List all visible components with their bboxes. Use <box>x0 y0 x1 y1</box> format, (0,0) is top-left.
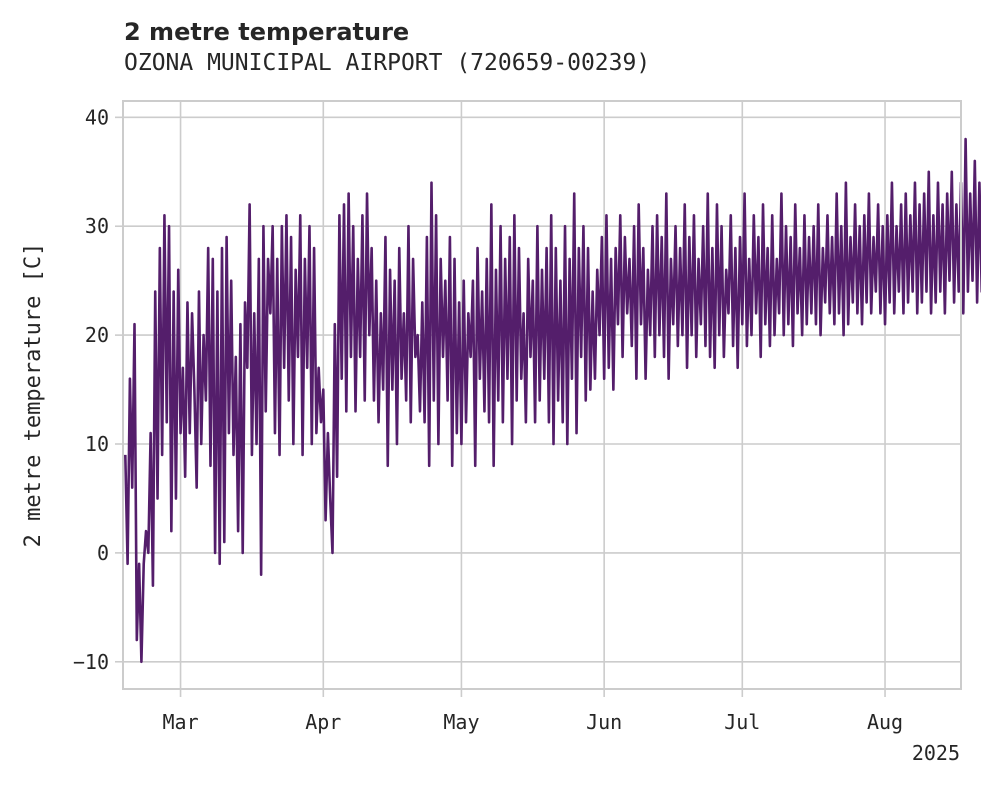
y-tick-label: 30 <box>85 214 109 238</box>
x-tick-label: Jun <box>586 710 622 734</box>
x-tick-label: Mar <box>162 710 198 734</box>
y-tick-label: 20 <box>85 323 109 347</box>
chart-subtitle: OZONA MUNICIPAL AIRPORT (720659-00239) <box>124 50 651 76</box>
y-tick-label: 0 <box>97 541 109 565</box>
grid <box>123 101 961 689</box>
series-layer <box>124 137 981 664</box>
year-label: 2025 <box>912 741 960 765</box>
y-axis-label: 2 metre temperature [C] <box>21 243 46 548</box>
y-tick-label: 10 <box>85 432 109 456</box>
y-axis: −10 0 10 20 30 40 <box>73 105 123 674</box>
x-tick-label: Apr <box>305 710 341 734</box>
x-tick-label: Jul <box>724 710 760 734</box>
x-tick-label: May <box>443 710 479 734</box>
plot-frame <box>122 100 962 690</box>
y-tick-label: 40 <box>85 105 109 129</box>
y-tick-label: −10 <box>73 650 109 674</box>
x-axis: Mar Apr May Jun Jul Aug <box>162 689 903 734</box>
x-tick-label: Aug <box>867 710 903 734</box>
chart-title: 2 metre temperature <box>124 18 410 46</box>
temperature-series-line <box>124 137 981 664</box>
